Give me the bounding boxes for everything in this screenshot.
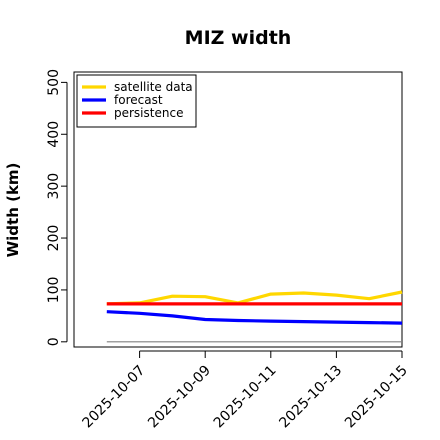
legend-label: forecast (114, 93, 163, 107)
y-tick-label: 100 (46, 277, 62, 304)
x-axis: 2025-10-072025-10-092025-10-112025-10-13… (80, 350, 411, 432)
x-tick-label: 2025-10-15 (342, 363, 411, 432)
y-tick-label: 200 (46, 225, 62, 252)
x-tick-label: 2025-10-07 (80, 363, 149, 432)
y-tick-label: 300 (46, 173, 62, 200)
y-tick-label: 0 (46, 337, 62, 346)
series-line-2 (106, 310, 403, 325)
legend-label: persistence (114, 106, 183, 120)
legend-label: satellite data (114, 80, 193, 94)
x-tick-label: 2025-10-11 (211, 363, 280, 432)
plot-frame (73, 71, 403, 348)
y-axis-label: Width (km) (4, 163, 22, 258)
y-tick-label: 400 (46, 121, 62, 148)
x-tick-label: 2025-10-13 (276, 363, 345, 432)
series-line-1 (106, 290, 403, 306)
series-layer (106, 290, 403, 325)
x-tick-label: 2025-10-09 (145, 363, 214, 432)
y-tick-label: 500 (46, 69, 62, 96)
y-axis: 0 100 200 300 400 500 (46, 69, 68, 346)
chart-title: MIZ width (185, 27, 292, 49)
